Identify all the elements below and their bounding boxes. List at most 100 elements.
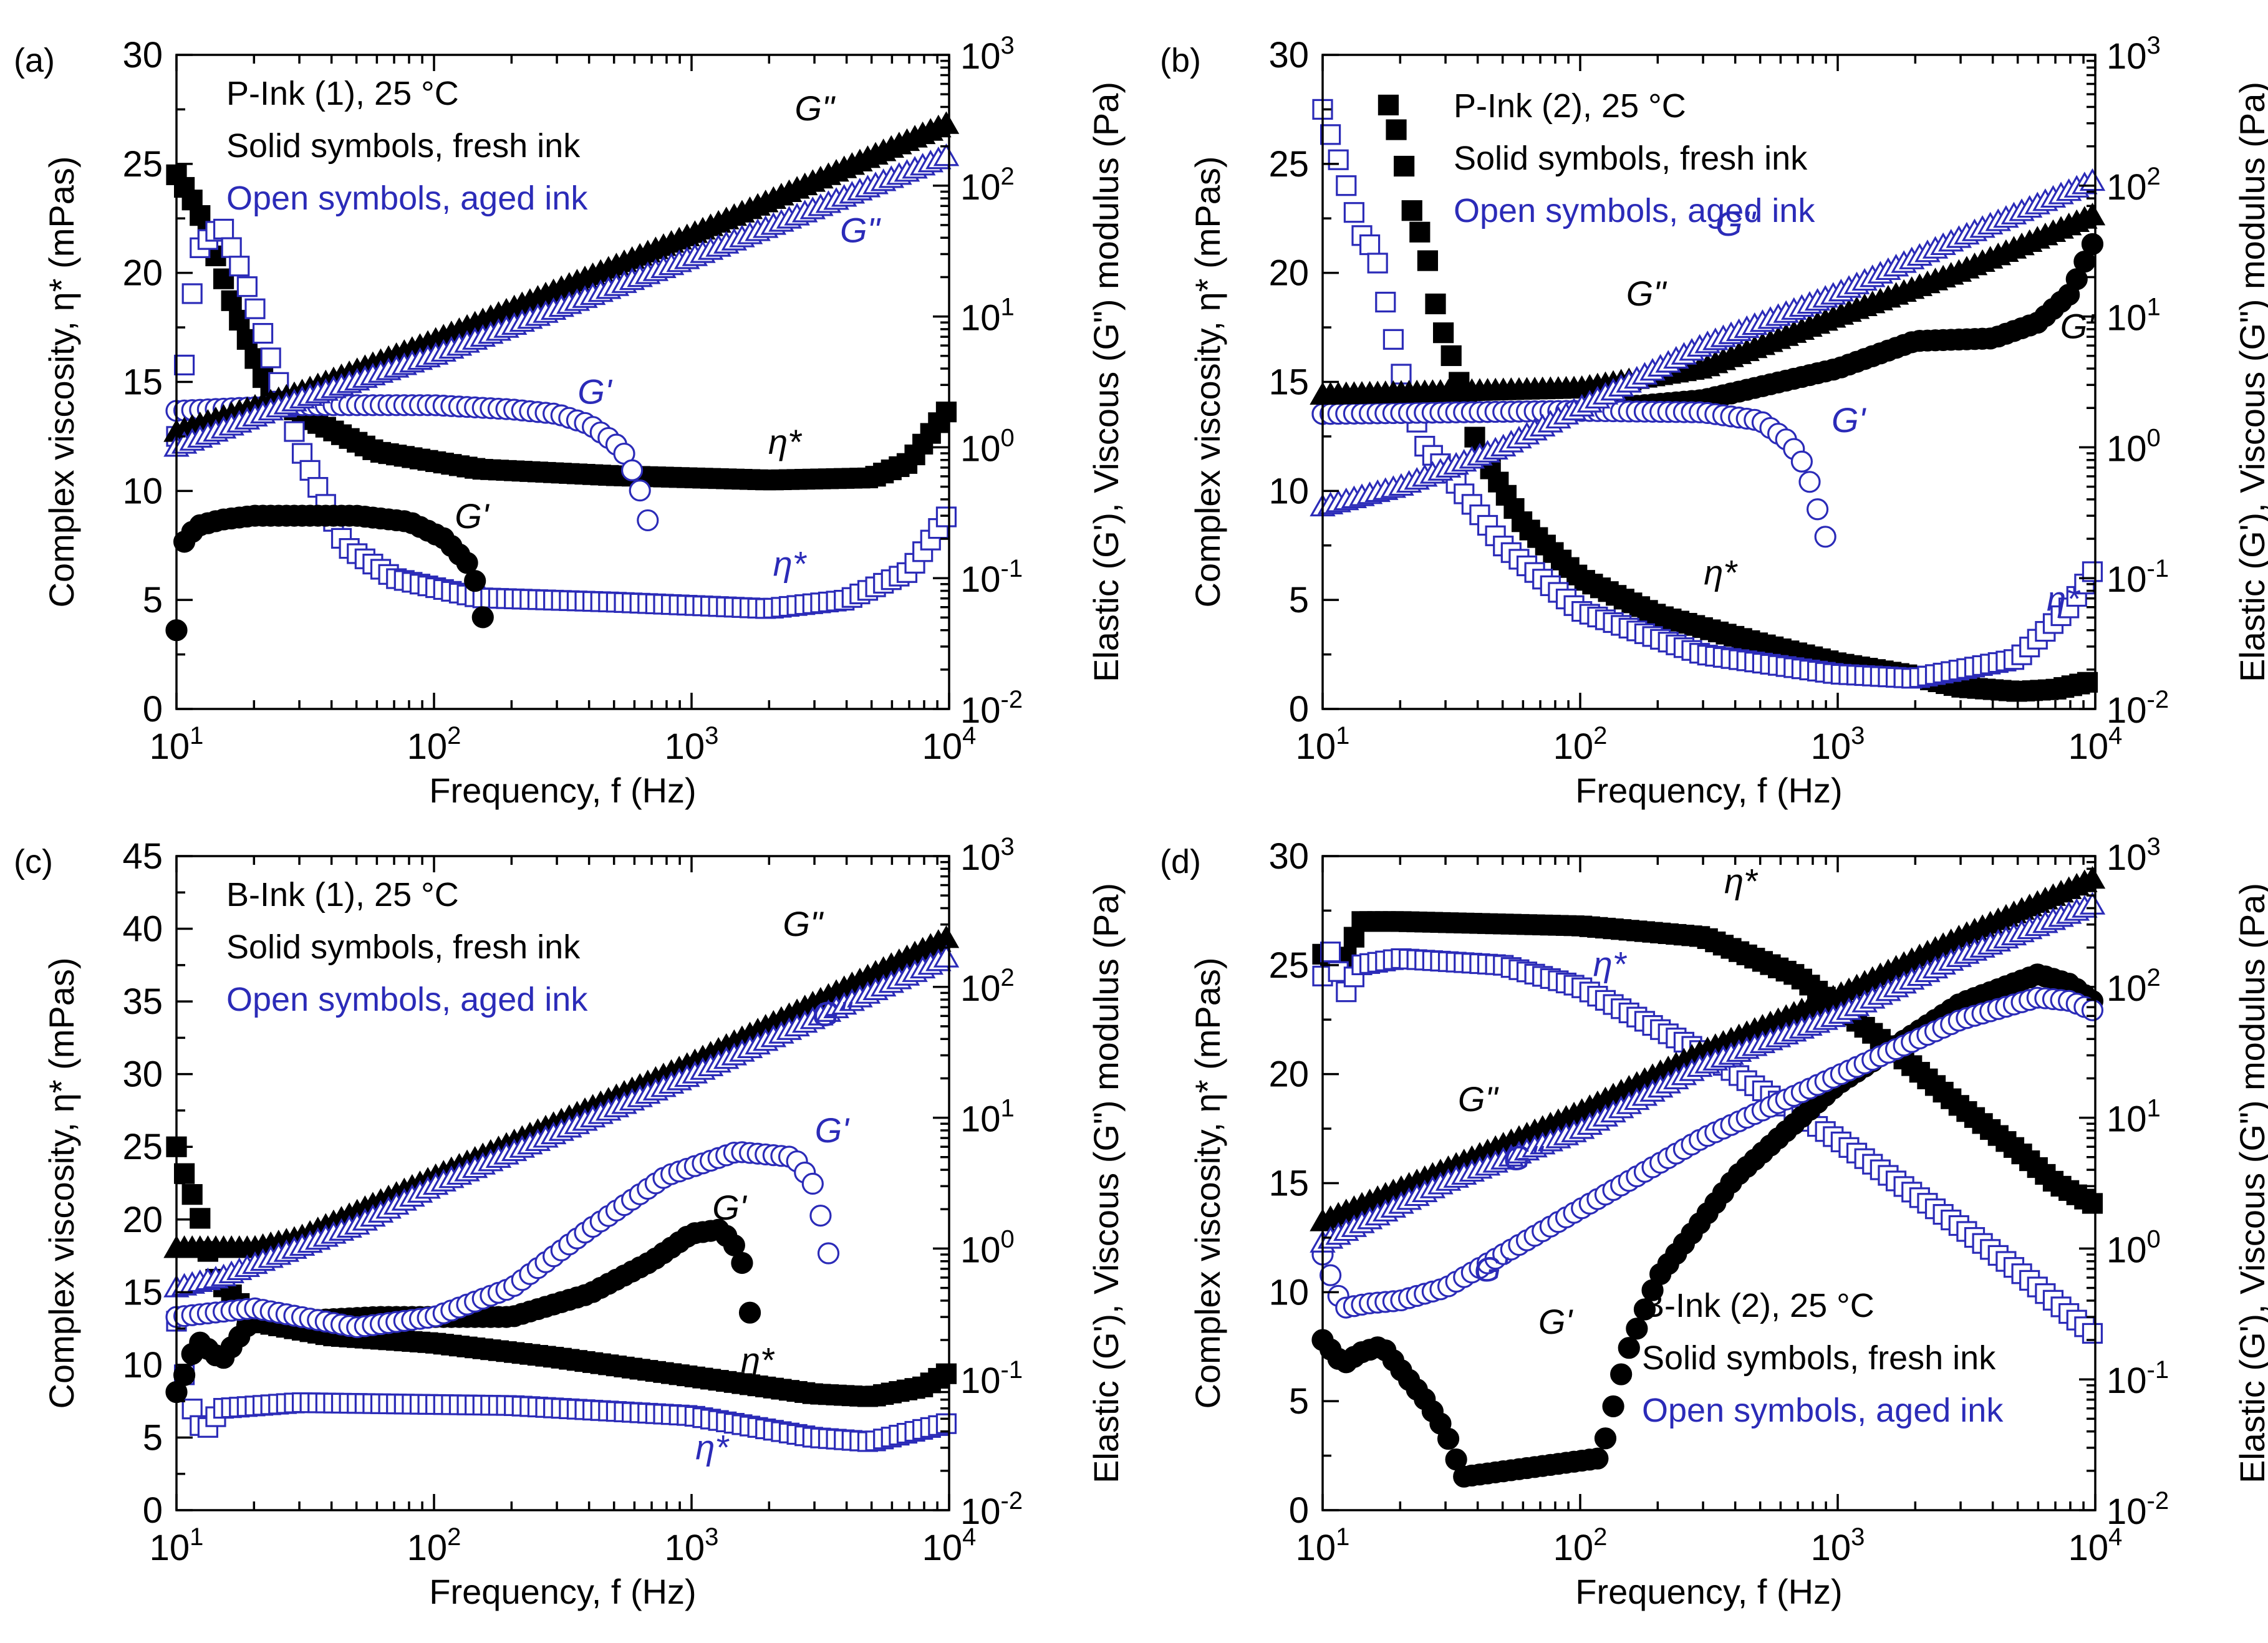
- data-point: [1319, 1264, 1342, 1286]
- legend-fresh-entry: Solid symbols, fresh ink: [1642, 1339, 1996, 1377]
- series-g-fresh: [165, 504, 494, 642]
- y-right-tick-label: 102: [960, 964, 1015, 1009]
- y-left-tick-label: 30: [122, 35, 163, 75]
- data-point: [1433, 322, 1454, 344]
- data-point: [1378, 94, 1399, 116]
- data-point: [213, 218, 234, 240]
- data-point: [1417, 250, 1439, 271]
- annotation-label: G': [815, 1111, 851, 1150]
- y-right-axis-title: Elastic (G'), Viscous (G") modulus (Pa): [1086, 82, 1126, 682]
- data-point: [935, 402, 957, 423]
- data-point: [809, 1204, 832, 1227]
- series-g-aged: [1311, 986, 2104, 1319]
- data-point: [181, 1184, 203, 1205]
- panel-label: (d): [1160, 843, 1201, 880]
- data-point: [229, 256, 250, 277]
- y-left-tick-label: 20: [122, 1200, 163, 1240]
- data-point: [1626, 1318, 1648, 1340]
- annotation-label: η*: [695, 1427, 730, 1467]
- data-point: [456, 552, 478, 574]
- data-point: [1790, 450, 1813, 473]
- x-tick-label: 102: [1553, 722, 1608, 767]
- panel-label: (c): [14, 843, 53, 880]
- annotation-label: G": [1626, 274, 1667, 313]
- y-right-tick-label: 10-2: [960, 686, 1023, 731]
- y-left-tick-label: 10: [122, 1345, 163, 1385]
- annotation-label: η*: [768, 422, 803, 461]
- data-point: [933, 143, 960, 166]
- annotation-label: G': [1538, 1302, 1574, 1341]
- series-g-aged: [165, 1141, 840, 1339]
- data-point: [731, 1251, 753, 1274]
- y-left-tick-label: 25: [1268, 945, 1309, 986]
- data-point: [620, 459, 644, 481]
- x-tick-label: 103: [665, 722, 719, 767]
- y-left-tick-label: 30: [122, 1054, 163, 1095]
- legend-aged-entry: Open symbols, aged ink: [226, 981, 588, 1018]
- annotation-label: G": [794, 89, 836, 128]
- data-point: [1394, 155, 1415, 177]
- y-right-axis-title: Elastic (G'), Viscous (G") modulus (Pa): [1086, 883, 1126, 1483]
- y-left-tick-label: 25: [1268, 144, 1309, 185]
- y-right-tick-label: 103: [2106, 833, 2161, 878]
- data-point: [236, 276, 258, 297]
- legend-aged-entry: Open symbols, aged ink: [226, 180, 588, 217]
- y-right-tick-label: 102: [2106, 964, 2161, 1009]
- y-right-tick-label: 10-1: [2106, 1356, 2169, 1401]
- series-group: [163, 925, 960, 1452]
- data-point: [244, 298, 266, 319]
- y-left-tick-label: 15: [1268, 1164, 1309, 1204]
- data-point: [1328, 149, 1349, 170]
- data-point: [1320, 942, 1341, 963]
- data-point: [2082, 1323, 2103, 1344]
- data-point: [2079, 865, 2106, 889]
- x-tick-label: 102: [407, 722, 461, 767]
- annotation-label: G": [783, 904, 824, 943]
- x-tick-label: 102: [1553, 1523, 1608, 1568]
- annotation-label: G": [1503, 1139, 1545, 1178]
- y-left-axis-title: Complex viscosity, η* (mPas): [42, 957, 81, 1409]
- data-point: [1336, 175, 1357, 196]
- y-right-tick-label: 103: [960, 833, 1015, 878]
- data-point: [1425, 293, 1446, 314]
- y-right-tick-label: 10-1: [960, 555, 1023, 600]
- y-right-tick-label: 10-1: [960, 1356, 1023, 1401]
- data-point: [629, 479, 651, 502]
- panel-label: (b): [1160, 42, 1201, 79]
- x-tick-label: 103: [665, 1523, 719, 1568]
- data-point: [1383, 329, 1404, 350]
- y-left-tick-label: 15: [1268, 362, 1309, 403]
- data-point: [1375, 291, 1396, 313]
- data-point: [2077, 672, 2098, 693]
- y-left-tick-label: 35: [122, 981, 163, 1022]
- y-left-tick-label: 30: [1268, 836, 1309, 877]
- panel-2: (c) 101 102 103 104 0 5 10 15 20 25 30 35 40 45 10-2 10-…: [14, 833, 1126, 1611]
- y-right-tick-label: 10-1: [2106, 555, 2169, 600]
- data-point: [817, 1242, 840, 1265]
- x-axis-title: Frequency, f (Hz): [1575, 1572, 1842, 1611]
- y-left-tick-label: 5: [143, 580, 163, 620]
- data-point: [181, 283, 203, 304]
- series--aged: [166, 1311, 957, 1452]
- y-left-tick-label: 20: [122, 253, 163, 294]
- data-point: [1798, 471, 1821, 493]
- y-left-tick-label: 5: [1289, 1381, 1309, 1422]
- y-left-tick-label: 0: [1289, 689, 1309, 730]
- data-point: [1320, 124, 1341, 145]
- x-tick-label: 102: [407, 1523, 461, 1568]
- series-group: [163, 111, 960, 642]
- y-left-tick-label: 20: [1268, 253, 1309, 294]
- x-tick-label: 103: [1811, 722, 1865, 767]
- y-left-axis-title: Complex viscosity, η* (mPas): [1188, 156, 1227, 607]
- legend-fresh-entry: Solid symbols, fresh ink: [226, 928, 581, 966]
- data-point: [284, 421, 305, 442]
- data-point: [1602, 1395, 1624, 1418]
- data-point: [260, 347, 281, 369]
- y-left-axis-title: Complex viscosity, η* (mPas): [42, 156, 81, 607]
- panel-1: (b) 101 102 103 104 0 5 10 15 20 25 30 10-2 10-1 100 10…: [1160, 32, 2268, 810]
- x-tick-label: 104: [922, 722, 977, 767]
- panel-label: (a): [14, 42, 55, 79]
- y-right-tick-label: 101: [2106, 1095, 2161, 1140]
- x-axis-title: Frequency, f (Hz): [429, 1572, 696, 1611]
- panel-3: (d) 101 102 103 104 0 5 10 15 20 25 30 10-2 10-1 100 10…: [1160, 833, 2268, 1611]
